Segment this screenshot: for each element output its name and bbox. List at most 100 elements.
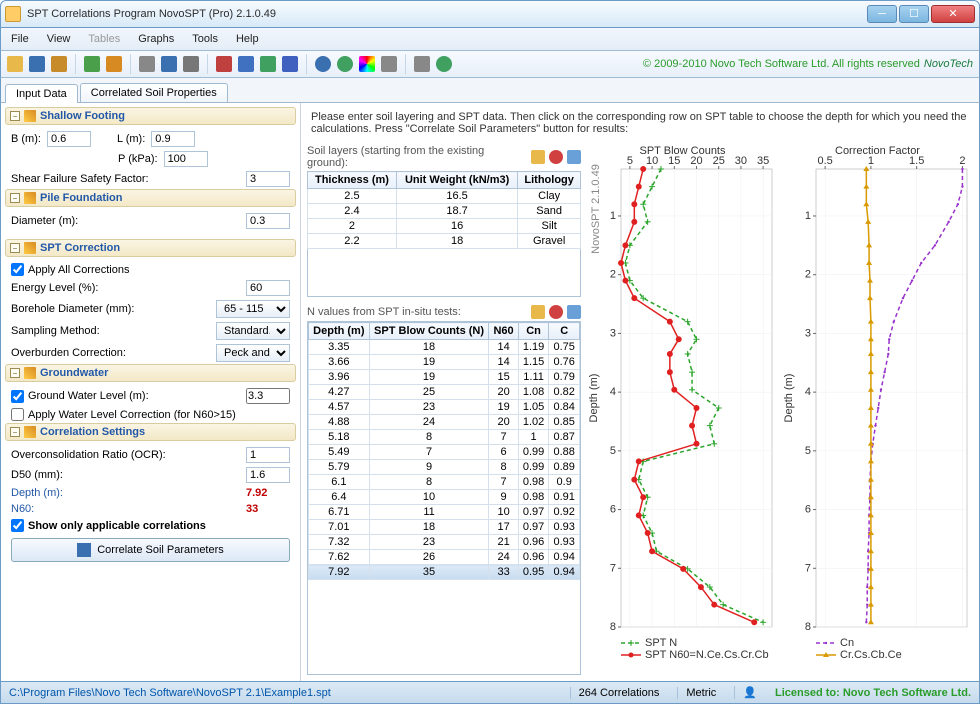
title-bar: SPT Correlations Program NovoSPT (Pro) 2…: [0, 0, 980, 28]
wand-icon[interactable]: [51, 56, 67, 72]
edit-icon[interactable]: [106, 56, 122, 72]
menu-help[interactable]: Help: [236, 33, 259, 45]
tab-input-data[interactable]: Input Data: [5, 84, 78, 103]
table-row[interactable]: 216Silt: [308, 219, 581, 234]
table-row[interactable]: 7.3223210.960.93: [309, 535, 580, 550]
table-row[interactable]: 7.0118170.970.93: [309, 520, 580, 535]
table-row[interactable]: 5.79980.990.89: [309, 460, 580, 475]
color-icon[interactable]: [359, 56, 375, 72]
svg-text:8: 8: [610, 621, 616, 633]
diameter-label: Diameter (m):: [11, 215, 78, 227]
b-input[interactable]: [47, 131, 91, 147]
svg-text:Cn: Cn: [840, 637, 854, 649]
chart3-icon[interactable]: [260, 56, 276, 72]
overburden-label: Overburden Correction:: [11, 347, 126, 359]
table-row[interactable]: 4.8824201.020.85: [309, 415, 580, 430]
table-row[interactable]: 3.6619141.150.76: [309, 355, 580, 370]
scissors-icon[interactable]: [567, 150, 581, 164]
correlate-button[interactable]: Correlate Soil Parameters: [11, 538, 290, 562]
section-correlation-settings[interactable]: − Correlation Settings: [5, 423, 296, 441]
soil-layers-table[interactable]: Thickness (m)Unit Weight (kN/m3)Litholog…: [307, 171, 581, 249]
table-row[interactable]: 2.516.5Clay: [308, 189, 581, 204]
gw-level-input[interactable]: [246, 388, 290, 404]
svg-text:7: 7: [610, 562, 616, 574]
help-icon[interactable]: [436, 56, 452, 72]
bug-icon[interactable]: [282, 56, 298, 72]
globe-icon[interactable]: [337, 56, 353, 72]
copy-icon[interactable]: [531, 305, 545, 319]
n-values-table[interactable]: Depth (m)SPT Blow Counts (N)N60CnC3.3518…: [308, 322, 580, 580]
link-icon[interactable]: [183, 56, 199, 72]
table-row[interactable]: 2.218Gravel: [308, 234, 581, 249]
table-row[interactable]: 4.2725201.080.82: [309, 385, 580, 400]
show-only-checkbox[interactable]: [11, 519, 24, 532]
l-input[interactable]: [151, 131, 195, 147]
section-pile[interactable]: − Pile Foundation: [5, 189, 296, 207]
pencil-icon: [24, 110, 36, 122]
collapse-icon[interactable]: −: [10, 243, 20, 253]
collapse-icon[interactable]: −: [10, 193, 20, 203]
chart1-icon[interactable]: [216, 56, 232, 72]
close-button[interactable]: ✕: [931, 5, 975, 23]
table-icon[interactable]: [161, 56, 177, 72]
menu-graphs[interactable]: Graphs: [138, 33, 174, 45]
target-icon[interactable]: [315, 56, 331, 72]
open-icon[interactable]: [7, 56, 23, 72]
table-row[interactable]: 7.9235330.950.94: [309, 565, 580, 580]
right-panel: Please enter soil layering and SPT data.…: [301, 103, 979, 681]
table-row[interactable]: 7.6226240.960.94: [309, 550, 580, 565]
collapse-icon[interactable]: −: [10, 111, 20, 121]
d50-input[interactable]: [246, 467, 290, 483]
section-shallow-footing[interactable]: − Shallow Footing: [5, 107, 296, 125]
menu-tables[interactable]: Tables: [88, 33, 120, 45]
gw-apply-label: Apply Water Level Correction (for N60>15…: [28, 409, 236, 421]
gw-level-checkbox[interactable]: [11, 390, 24, 403]
scissors-icon[interactable]: [567, 305, 581, 319]
menu-view[interactable]: View: [47, 33, 71, 45]
table-row[interactable]: 4.5723191.050.84: [309, 400, 580, 415]
copy-icon[interactable]: [531, 150, 545, 164]
table-row[interactable]: 5.188710.87: [309, 430, 580, 445]
svg-text:3: 3: [805, 327, 811, 339]
table-row[interactable]: 3.3518141.190.75: [309, 340, 580, 355]
copyright-text: © 2009-2010 Novo Tech Software Ltd. All …: [643, 58, 973, 70]
sfs-input[interactable]: [246, 171, 290, 187]
borehole-select[interactable]: 65 - 115: [216, 300, 290, 318]
save-icon[interactable]: [29, 56, 45, 72]
apply-all-checkbox[interactable]: [11, 263, 24, 276]
energy-input[interactable]: [246, 280, 290, 296]
svg-text:1: 1: [805, 210, 811, 222]
p-input[interactable]: [164, 151, 208, 167]
gear-icon[interactable]: [381, 56, 397, 72]
sampling-select[interactable]: Standard...: [216, 322, 290, 340]
license-person-icon: 👤: [734, 686, 765, 699]
export-icon[interactable]: [84, 56, 100, 72]
filter-icon[interactable]: [139, 56, 155, 72]
minimize-button[interactable]: ─: [867, 5, 897, 23]
table-row[interactable]: 6.1870.980.9: [309, 475, 580, 490]
table-row[interactable]: 6.41090.980.91: [309, 490, 580, 505]
maximize-button[interactable]: ☐: [899, 5, 929, 23]
chart2-icon[interactable]: [238, 56, 254, 72]
table-row[interactable]: 2.418.7Sand: [308, 204, 581, 219]
table-row[interactable]: 3.9619151.110.79: [309, 370, 580, 385]
table-row[interactable]: 6.7111100.970.92: [309, 505, 580, 520]
delete-icon[interactable]: [549, 305, 563, 319]
overburden-select[interactable]: Peck and...: [216, 344, 290, 362]
svg-text:10: 10: [646, 155, 658, 167]
table-row[interactable]: 5.49760.990.88: [309, 445, 580, 460]
section-spt-correction[interactable]: − SPT Correction: [5, 239, 296, 257]
menu-file[interactable]: File: [11, 33, 29, 45]
section-groundwater[interactable]: − Groundwater: [5, 364, 296, 382]
ocr-input[interactable]: [246, 447, 290, 463]
gw-apply-checkbox[interactable]: [11, 408, 24, 421]
menu-tools[interactable]: Tools: [192, 33, 218, 45]
collapse-icon[interactable]: −: [10, 427, 20, 437]
collapse-icon[interactable]: −: [10, 368, 20, 378]
delete-icon[interactable]: [549, 150, 563, 164]
pencil-icon: [24, 367, 36, 379]
diameter-input[interactable]: [246, 213, 290, 229]
svg-text:6: 6: [805, 504, 811, 516]
print-icon[interactable]: [414, 56, 430, 72]
tab-correlated-soil[interactable]: Correlated Soil Properties: [80, 83, 228, 102]
